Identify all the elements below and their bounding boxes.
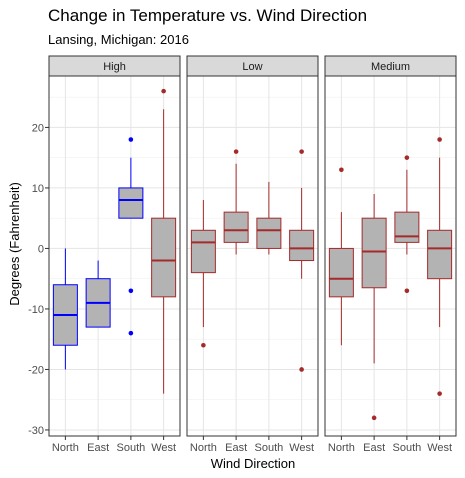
x-tick-label: West: [151, 442, 176, 454]
facet-strip-label: Medium: [371, 61, 410, 73]
y-tick-label: 20: [32, 122, 44, 134]
y-axis-title: Degrees (Fahrenheit): [7, 182, 22, 306]
x-tick-label: East: [225, 442, 247, 454]
box: [328, 247, 354, 298]
y-tick-label: 10: [32, 183, 44, 195]
x-tick-label: North: [328, 442, 355, 454]
outlier-point: [299, 367, 304, 372]
facet-strip-label: High: [103, 61, 126, 73]
outlier-point: [201, 342, 206, 348]
x-tick-label: East: [87, 442, 109, 454]
outlier-point: [128, 288, 134, 294]
box: [394, 211, 420, 243]
y-tick-label: -20: [28, 364, 44, 376]
facet-strip-label: Low: [242, 61, 262, 73]
outlier-point: [161, 88, 166, 94]
y-tick-label: -10: [28, 304, 44, 316]
outlier-point: [339, 167, 344, 173]
box: [190, 229, 216, 274]
x-axis-title: Wind Direction: [211, 456, 296, 471]
y-tick-label: 0: [38, 243, 44, 255]
outlier-point: [233, 149, 239, 154]
outlier-point: [371, 415, 377, 421]
x-tick-label: South: [393, 442, 422, 454]
panel-border: [48, 75, 181, 437]
panel-border: [186, 75, 319, 437]
box: [427, 229, 453, 280]
y-tick-label: -30: [28, 425, 44, 437]
box: [118, 187, 144, 219]
x-tick-label: West: [289, 442, 314, 454]
outlier-point: [404, 155, 410, 160]
chart-subtitle: Lansing, Michigan: 2016: [48, 32, 189, 47]
x-tick-label: North: [52, 442, 79, 454]
x-tick-label: East: [363, 442, 385, 454]
outlier-point: [437, 137, 442, 142]
x-tick-label: West: [427, 442, 452, 454]
outlier-point: [128, 330, 134, 336]
box: [256, 217, 282, 249]
box: [289, 229, 315, 262]
x-tick-label: South: [117, 442, 146, 454]
chart-title: Change in Temperature vs. Wind Direction: [48, 6, 368, 25]
box: [361, 217, 387, 289]
outlier-point: [404, 288, 410, 294]
outlier-point: [437, 391, 442, 396]
panel-border: [324, 75, 457, 437]
box: [223, 211, 249, 243]
outlier-point: [128, 137, 134, 142]
x-tick-label: South: [255, 442, 284, 454]
x-tick-label: North: [190, 442, 217, 454]
outlier-point: [299, 149, 304, 154]
box: [151, 217, 177, 298]
